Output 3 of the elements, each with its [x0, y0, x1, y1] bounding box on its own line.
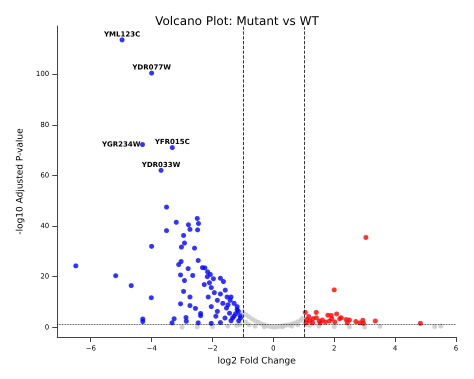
- y-axis-title: -log10 Adjusted P-value: [16, 128, 26, 235]
- chart-title: Volcano Plot: Mutant vs WT: [155, 14, 320, 28]
- x-axis-title: log2 Fold Change: [218, 356, 296, 366]
